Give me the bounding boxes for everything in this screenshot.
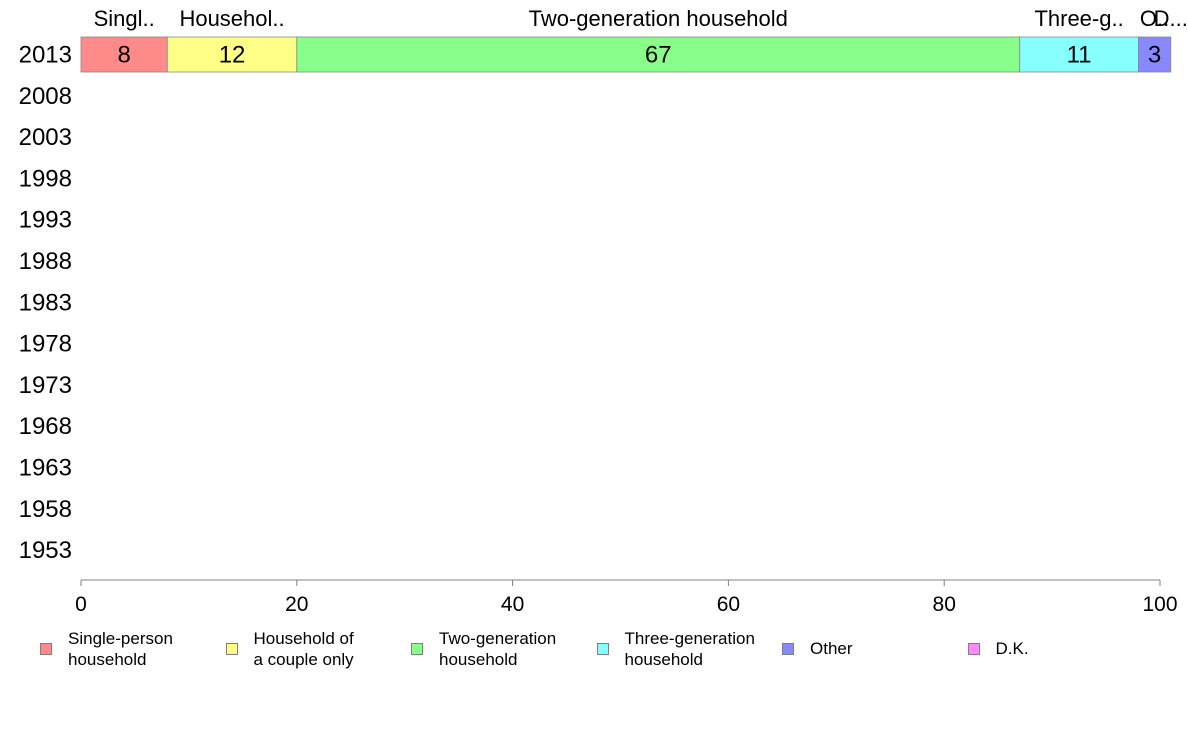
segment-header-1: Househol..: [179, 6, 284, 31]
legend-swatch: [40, 643, 52, 655]
x-tick-label-0: 0: [75, 593, 87, 616]
legend-swatch: [782, 643, 794, 655]
year-label-2008: 2008: [19, 83, 72, 110]
segment-header-4: O..: [1140, 6, 1169, 31]
x-axis: 0 20 40 60 80 100: [75, 579, 1178, 616]
x-tick-label-20: 20: [285, 593, 308, 616]
year-label-1963: 1963: [19, 455, 72, 482]
segment-header-5: D...: [1154, 6, 1188, 31]
data-label-2013-3: 11: [1067, 42, 1092, 69]
legend-swatch: [596, 643, 609, 655]
legend-label: Single-person household: [68, 629, 173, 669]
year-label-2013: 2013: [19, 42, 72, 69]
year-label-1953: 1953: [19, 537, 72, 564]
data-label-2013-4: 3: [1148, 42, 1161, 69]
legend-label: Three-generation household: [624, 629, 755, 669]
legend-item-2: Two-generation household: [411, 628, 589, 670]
legend-item-4: Other: [782, 628, 960, 659]
legend-item-5: D.K.: [967, 628, 1146, 659]
year-label-2003: 2003: [19, 124, 72, 151]
data-label-2013-0: 8: [117, 42, 130, 69]
bar-2013-two-generation-household: [296, 36, 1021, 73]
bar-2013-single-person-household: [80, 36, 168, 73]
x-tick-label-80: 80: [933, 593, 956, 616]
legend-label: Household of a couple only: [253, 629, 354, 669]
y-axis-labels: 2013 2008 2003 1998 1993 1988 1983 1978 1973 1968…: [19, 42, 72, 565]
segment-header-0: Singl..: [94, 6, 155, 31]
bars-layer: 8 12 67 11 3: [80, 36, 1172, 73]
chart-plot: 8 12 67 11 3 Singl.. Househol.. Two-generation…: [19, 6, 1188, 616]
x-tick-label-60: 60: [717, 593, 740, 616]
legend-swatch: [411, 643, 423, 655]
year-label-1978: 1978: [19, 331, 72, 358]
legend-swatch: [225, 643, 238, 655]
x-tick-label-40: 40: [501, 593, 524, 616]
year-label-1968: 1968: [19, 413, 72, 440]
segment-header-3: Three-g..: [1034, 6, 1123, 31]
year-label-1958: 1958: [19, 496, 72, 523]
legend-item-3: Three-generation household: [596, 628, 775, 670]
data-label-2013-1: 12: [219, 42, 246, 69]
segment-header-2: Two-generation household: [529, 6, 788, 31]
year-label-1973: 1973: [19, 372, 72, 399]
x-tick-label-100: 100: [1142, 593, 1177, 616]
segment-headers: Singl.. Househol.. Two-generation househol…: [94, 6, 1188, 31]
legend: Single-person household Household of a co…: [0, 628, 1188, 678]
year-label-1983: 1983: [19, 289, 72, 316]
year-label-1988: 1988: [19, 248, 72, 275]
legend-label: Other: [810, 639, 853, 658]
year-label-1998: 1998: [19, 165, 72, 192]
bar-2013-other: [1138, 36, 1172, 73]
legend-label: Two-generation household: [439, 629, 557, 669]
legend-item-1: Household of a couple only: [225, 628, 404, 670]
year-label-1993: 1993: [19, 207, 72, 234]
legend-swatch: [967, 643, 980, 655]
legend-label: D.K.: [995, 639, 1029, 658]
data-label-2013-2: 67: [645, 42, 672, 69]
legend-item-0: Single-person household: [40, 628, 218, 670]
bar-2013-three-generation-household: [1019, 36, 1139, 73]
bar-2013-household-of-a-couple-only: [166, 36, 298, 73]
